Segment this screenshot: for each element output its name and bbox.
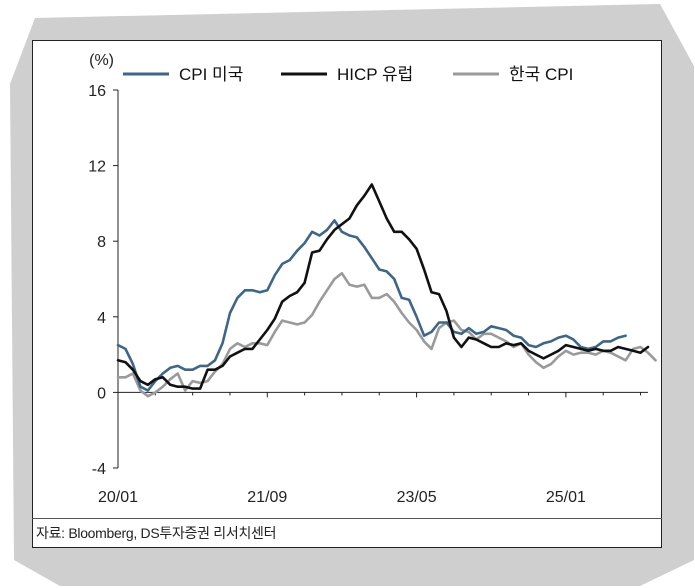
series-layer: [116, 183, 657, 398]
x-tick-label: 23/05: [397, 489, 437, 506]
x-tick-label: 25/01: [546, 489, 586, 506]
x-tick-label: 21/09: [247, 489, 287, 506]
x-tick-label: 20/01: [98, 489, 138, 506]
chart-axes: -4 0 4 8 12 16 (%) 20/01 21/09 23/05 25/01: [88, 52, 648, 506]
legend-label-1: HICP 유럽: [337, 65, 413, 84]
y-tick-label: 12: [88, 159, 106, 176]
chart-legend: CPI 미국 HICP 유럽 한국 CPI: [123, 65, 573, 84]
series-line-2: [116, 272, 657, 398]
legend-label-0: CPI 미국: [179, 65, 243, 84]
y-tick-label: -4: [92, 461, 106, 478]
y-tick-label: 0: [97, 385, 106, 402]
series-line-0: [116, 219, 627, 392]
y-tick-label: 4: [97, 310, 106, 327]
y-tick-label: 16: [88, 83, 106, 100]
line-chart: -4 0 4 8 12 16 (%) 20/01 21/09 23/05 25/01 CPI 미국 H…: [88, 52, 657, 506]
chart-frame: -4 0 4 8 12 16 (%) 20/01 21/09 23/05 25/01 CPI 미국 H…: [32, 40, 662, 548]
legend-label-2: 한국 CPI: [509, 65, 573, 84]
source-note: 자료: Bloomberg, DS투자증권 리서치센터: [36, 525, 277, 541]
y-axis-unit-label: (%): [89, 52, 114, 69]
source-divider: [32, 518, 662, 519]
y-tick-label: 8: [97, 234, 106, 251]
series-line-1: [116, 183, 650, 390]
